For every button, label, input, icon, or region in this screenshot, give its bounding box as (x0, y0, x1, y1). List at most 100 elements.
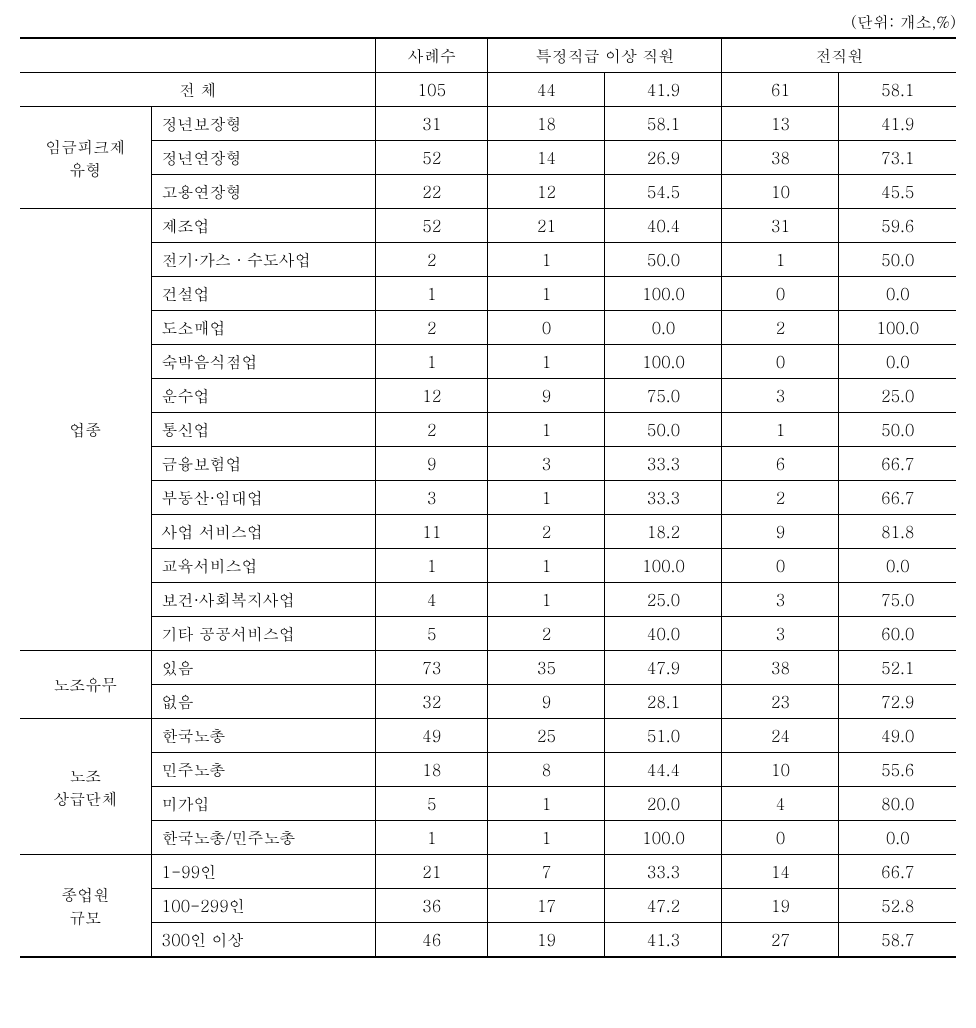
cell-cases: 1 (376, 549, 488, 583)
cell-cases: 5 (376, 787, 488, 821)
cell-spec_p: 100.0 (605, 277, 722, 311)
cell-all_p: 66.7 (839, 447, 956, 481)
header-specific: 특정직급 이상 직원 (488, 38, 722, 73)
row-label: 교육서비스업 (151, 549, 376, 583)
table-row: 100-299인361747.21952.8 (20, 889, 956, 923)
cell-cases: 4 (376, 583, 488, 617)
cell-spec_n: 1 (488, 345, 605, 379)
cell-spec_n: 7 (488, 855, 605, 889)
row-label: 보건·사회복지사업 (151, 583, 376, 617)
cell-all_n: 3 (722, 617, 839, 651)
total-cases: 105 (376, 73, 488, 107)
group-label: 임금피크제유형 (20, 107, 151, 209)
cell-all_n: 10 (722, 753, 839, 787)
cell-spec_p: 40.4 (605, 209, 722, 243)
row-label: 고용연장형 (151, 175, 376, 209)
cell-all_n: 3 (722, 583, 839, 617)
row-label: 한국노총/민주노총 (151, 821, 376, 855)
cell-spec_n: 18 (488, 107, 605, 141)
cell-all_p: 41.9 (839, 107, 956, 141)
cell-all_p: 66.7 (839, 481, 956, 515)
row-label: 한국노총 (151, 719, 376, 753)
total-all-n: 61 (722, 73, 839, 107)
cell-all_p: 0.0 (839, 549, 956, 583)
cell-spec_p: 33.3 (605, 447, 722, 481)
cell-spec_n: 2 (488, 515, 605, 549)
cell-all_n: 19 (722, 889, 839, 923)
row-label: 제조업 (151, 209, 376, 243)
row-label: 도소매업 (151, 311, 376, 345)
cell-spec_n: 1 (488, 583, 605, 617)
table-row: 교육서비스업11100.000.0 (20, 549, 956, 583)
row-label: 건설업 (151, 277, 376, 311)
table-row: 고용연장형221254.51045.5 (20, 175, 956, 209)
cell-spec_n: 3 (488, 447, 605, 481)
table-row: 임금피크제유형정년보장형311858.11341.9 (20, 107, 956, 141)
cell-spec_n: 9 (488, 379, 605, 413)
cell-spec_n: 21 (488, 209, 605, 243)
cell-cases: 2 (376, 413, 488, 447)
cell-cases: 73 (376, 651, 488, 685)
table-row: 건설업11100.000.0 (20, 277, 956, 311)
cell-all_p: 59.6 (839, 209, 956, 243)
cell-all_p: 25.0 (839, 379, 956, 413)
table-row: 정년연장형521426.93873.1 (20, 141, 956, 175)
cell-spec_p: 47.2 (605, 889, 722, 923)
table-row: 전기·가스 · 수도사업2150.0150.0 (20, 243, 956, 277)
cell-all_p: 0.0 (839, 821, 956, 855)
table-row: 부동산·임대업3133.3266.7 (20, 481, 956, 515)
header-cases: 사례수 (376, 38, 488, 73)
table-row: 도소매업200.02100.0 (20, 311, 956, 345)
cell-spec_p: 18.2 (605, 515, 722, 549)
unit-label: (단위: 개소,%) (20, 10, 956, 33)
table-row: 미가입5120.0480.0 (20, 787, 956, 821)
cell-spec_p: 33.3 (605, 481, 722, 515)
cell-all_n: 31 (722, 209, 839, 243)
cell-all_p: 60.0 (839, 617, 956, 651)
cell-all_p: 0.0 (839, 277, 956, 311)
table-row: 민주노총18844.41055.6 (20, 753, 956, 787)
cell-cases: 22 (376, 175, 488, 209)
cell-spec_p: 44.4 (605, 753, 722, 787)
cell-spec_p: 33.3 (605, 855, 722, 889)
cell-all_p: 52.8 (839, 889, 956, 923)
table-row: 업종제조업522140.43159.6 (20, 209, 956, 243)
cell-all_n: 38 (722, 651, 839, 685)
cell-cases: 11 (376, 515, 488, 549)
cell-all_p: 73.1 (839, 141, 956, 175)
cell-all_p: 80.0 (839, 787, 956, 821)
cell-cases: 21 (376, 855, 488, 889)
row-label: 전기·가스 · 수도사업 (151, 243, 376, 277)
cell-spec_n: 8 (488, 753, 605, 787)
cell-cases: 36 (376, 889, 488, 923)
cell-all_p: 50.0 (839, 413, 956, 447)
cell-spec_p: 47.9 (605, 651, 722, 685)
cell-all_p: 72.9 (839, 685, 956, 719)
cell-spec_n: 19 (488, 923, 605, 958)
cell-cases: 9 (376, 447, 488, 481)
table-row: 사업 서비스업11218.2981.8 (20, 515, 956, 549)
cell-spec_n: 1 (488, 481, 605, 515)
cell-all_n: 9 (722, 515, 839, 549)
cell-all_n: 3 (722, 379, 839, 413)
cell-cases: 18 (376, 753, 488, 787)
cell-spec_p: 100.0 (605, 549, 722, 583)
table-row: 노조상급단체한국노총492551.02449.0 (20, 719, 956, 753)
cell-all_n: 2 (722, 481, 839, 515)
cell-spec_p: 0.0 (605, 311, 722, 345)
cell-all_n: 1 (722, 243, 839, 277)
cell-spec_p: 100.0 (605, 345, 722, 379)
cell-spec_n: 25 (488, 719, 605, 753)
cell-cases: 46 (376, 923, 488, 958)
cell-all_n: 6 (722, 447, 839, 481)
cell-cases: 49 (376, 719, 488, 753)
header-total-label: 전 체 (20, 73, 376, 107)
table-row: 운수업12975.0325.0 (20, 379, 956, 413)
table-row: 노조유무있음733547.93852.1 (20, 651, 956, 685)
total-all-p: 58.1 (839, 73, 956, 107)
cell-all_n: 10 (722, 175, 839, 209)
cell-spec_p: 50.0 (605, 243, 722, 277)
cell-all_n: 4 (722, 787, 839, 821)
cell-cases: 32 (376, 685, 488, 719)
total-spec-p: 41.9 (605, 73, 722, 107)
